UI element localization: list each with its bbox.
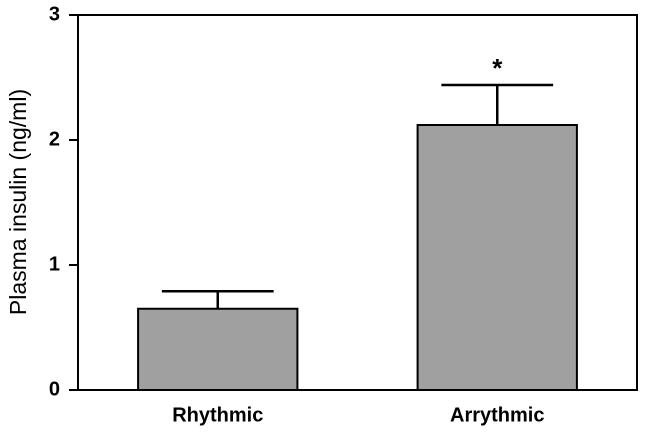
y-tick-label: 0 <box>49 378 60 400</box>
y-tick-label: 3 <box>49 3 60 25</box>
y-axis-label: Plasma insulin (ng/ml) <box>5 89 31 315</box>
plot-frame <box>77 14 638 391</box>
annotation: * <box>492 53 503 83</box>
bar <box>137 307 299 391</box>
bar <box>416 124 578 391</box>
y-tick-label: 1 <box>49 253 60 275</box>
y-tick-label: 2 <box>49 128 60 150</box>
x-tick-label: Rhythmic <box>172 404 263 426</box>
x-tick-label: Arrythmic <box>450 404 544 426</box>
